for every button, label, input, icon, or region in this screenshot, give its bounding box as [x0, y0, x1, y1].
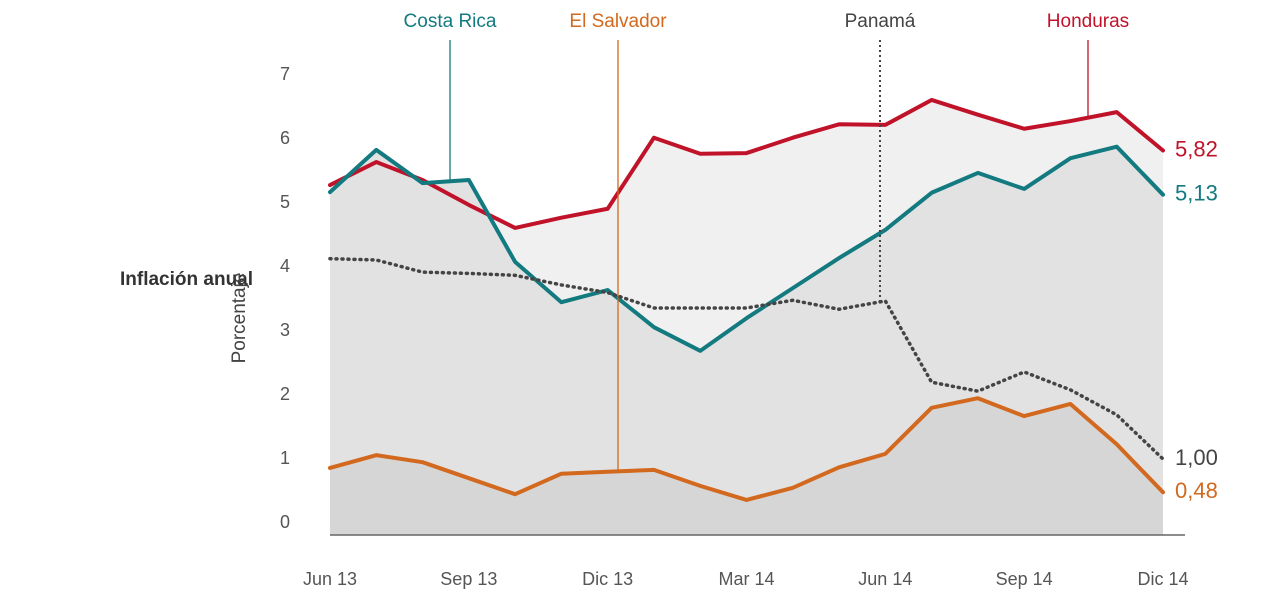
x-tick-label: Dic 14: [1137, 569, 1188, 589]
y-tick-label: 2: [280, 384, 290, 404]
area: [330, 398, 1163, 535]
y-tick-label: 1: [280, 448, 290, 468]
y-tick-label: 0: [280, 512, 290, 532]
y-tick-label: 3: [280, 320, 290, 340]
series-line: [328, 396, 1165, 502]
data-label: 5,82: [1175, 136, 1218, 161]
series-line: [328, 144, 1165, 353]
x-tick-label: Mar 14: [718, 569, 774, 589]
legend-label: Honduras: [1047, 11, 1129, 32]
data-label: 1,00: [1175, 445, 1218, 470]
x-tick-label: Sep 14: [996, 569, 1053, 589]
data-label: 0,48: [1175, 478, 1218, 503]
y-tick-label: 6: [280, 128, 290, 148]
x-tick-label: Sep 13: [440, 569, 497, 589]
x-tick-label: Dic 13: [582, 569, 633, 589]
chart-title: Inflación anual: [120, 269, 253, 290]
legend-label: Costa Rica: [404, 11, 497, 32]
x-tick-label: Jun 14: [858, 569, 912, 589]
data-label: 5,13: [1175, 180, 1218, 205]
series-line: [328, 97, 1165, 230]
legend-label: Panamá: [845, 11, 916, 32]
x-tick-label: Jun 13: [303, 569, 357, 589]
y-axis-label: Porcentaje: [229, 273, 250, 364]
y-tick-label: 4: [280, 256, 290, 276]
legend-label: El Salvador: [569, 11, 667, 32]
y-tick-label: 7: [280, 64, 290, 84]
y-tick-label: 5: [280, 192, 290, 212]
series-line: [328, 256, 1165, 461]
